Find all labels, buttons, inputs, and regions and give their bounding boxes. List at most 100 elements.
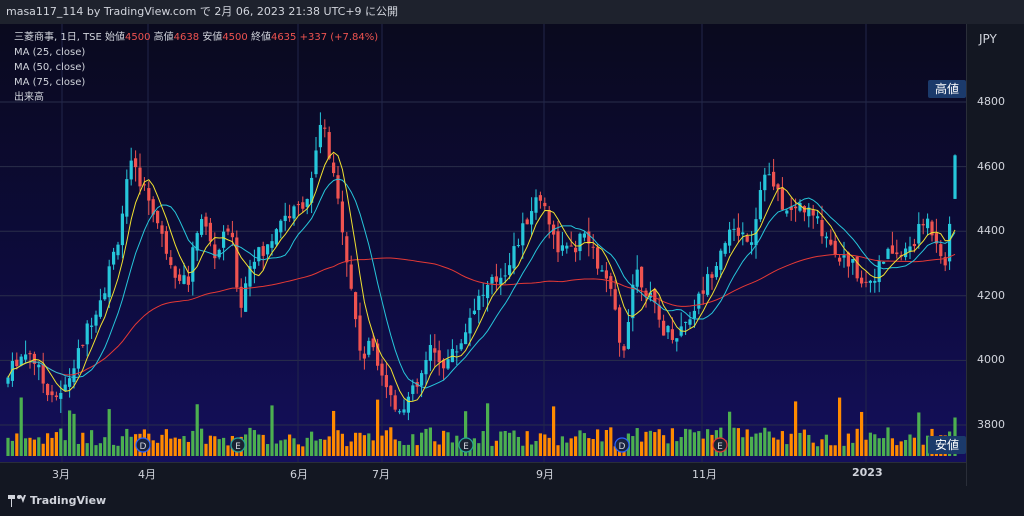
time-axis[interactable] — [0, 462, 966, 486]
volume-bar — [648, 430, 652, 456]
candle-body — [626, 322, 630, 349]
volume-bar — [582, 433, 586, 456]
time-tick-label: 3月 — [52, 468, 70, 481]
candle-body — [274, 229, 278, 245]
price-axis[interactable]: JPY — [966, 24, 1024, 486]
volume-bar — [24, 438, 28, 456]
volume-bar — [301, 446, 305, 456]
legend-volume[interactable]: 出来高 — [14, 92, 44, 103]
volume-bar — [767, 431, 771, 456]
volume-bar — [644, 431, 648, 456]
candle-body — [534, 197, 538, 213]
candle-body — [358, 315, 362, 351]
volume-bar — [191, 430, 195, 456]
moving-averages — [7, 151, 956, 403]
volume-bar — [85, 443, 89, 456]
currency-label: JPY — [979, 32, 997, 46]
candle-body — [697, 293, 701, 309]
candle-body — [437, 350, 441, 363]
candle-body — [820, 219, 824, 237]
event-marker-label: D — [140, 442, 147, 452]
candle-body — [129, 160, 133, 180]
volume-bar — [732, 427, 736, 456]
volume-bar — [679, 437, 683, 456]
volume-bar — [706, 429, 710, 456]
volume-bar — [217, 439, 221, 456]
candle-body — [578, 233, 582, 252]
volume-bar — [310, 431, 314, 456]
candle-body — [635, 269, 639, 287]
volume-bar — [758, 432, 762, 456]
event-marker-circle — [614, 437, 630, 453]
volume-bar — [811, 442, 815, 456]
volume-bar — [578, 430, 582, 456]
candle-body — [90, 325, 94, 327]
volume-bar — [283, 439, 287, 456]
volume-bar — [895, 445, 899, 456]
candle-body — [948, 223, 952, 262]
candle-body — [934, 233, 938, 244]
candle-body — [494, 276, 498, 282]
volume-bar — [129, 436, 133, 456]
candle-body — [824, 236, 828, 239]
time-tick-label: 7月 — [372, 468, 390, 481]
brand-name: TradingView — [30, 494, 107, 507]
volume-bar — [354, 432, 358, 456]
candle-body — [556, 231, 560, 253]
publish-header: masa117_114 by TradingView.com で 2月 06, … — [0, 0, 1024, 24]
candle-body — [393, 395, 397, 410]
candle-body — [662, 320, 666, 336]
candle-body — [332, 162, 336, 174]
volume-bar — [653, 432, 657, 456]
volume-bar — [261, 434, 265, 456]
candle-body — [15, 359, 19, 367]
candle-body — [384, 375, 388, 388]
candle-body — [433, 348, 437, 353]
volume-bar — [816, 446, 820, 456]
volume-bar — [437, 444, 441, 456]
candle-body — [125, 179, 129, 217]
legend-ma50[interactable]: MA (50, close) — [14, 62, 86, 73]
volume-bar — [604, 430, 608, 456]
volume-bar — [851, 442, 855, 456]
candle-body — [908, 246, 912, 252]
volume-bar — [868, 432, 872, 456]
volume-bar — [763, 427, 767, 456]
candle-body — [807, 207, 811, 217]
candle-body — [750, 242, 754, 245]
volume-bar — [780, 431, 784, 456]
candle-body — [367, 340, 371, 355]
candle-body — [336, 175, 340, 199]
volume-bar — [688, 429, 692, 456]
candle-body — [81, 344, 85, 346]
volume-bar — [367, 433, 371, 456]
legend-ma75[interactable]: MA (75, close) — [14, 77, 86, 88]
event-marker-label: E — [235, 442, 241, 452]
candle-body — [301, 202, 305, 209]
candle-body — [296, 204, 300, 206]
volume-bar — [798, 432, 802, 456]
volume-bar — [794, 401, 798, 456]
volume-bar — [318, 438, 322, 456]
candle-body — [76, 348, 80, 369]
volume-bar — [222, 437, 226, 456]
time-tick-label: 11月 — [692, 468, 717, 481]
volume-bar — [107, 409, 111, 456]
candle-body — [442, 359, 446, 369]
volume-bar — [226, 445, 230, 456]
candle-body — [723, 243, 727, 254]
candle-body — [780, 187, 784, 210]
candle-body — [323, 127, 327, 129]
legend-ma25[interactable]: MA (25, close) — [14, 47, 86, 58]
candle-body — [19, 356, 23, 366]
volume-bar — [587, 438, 591, 456]
volume-bar — [750, 436, 754, 456]
candle-body — [235, 237, 239, 288]
candle-body — [50, 391, 54, 396]
time-tick-label: 6月 — [290, 468, 308, 481]
candle-body — [147, 188, 151, 201]
